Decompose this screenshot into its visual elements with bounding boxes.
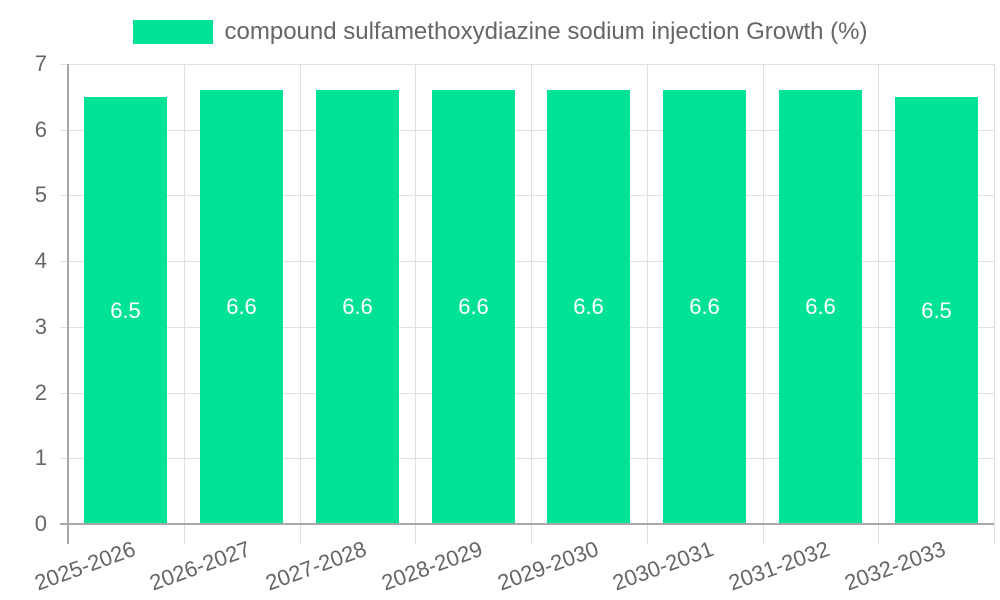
y-tick-label: 7 — [34, 51, 47, 76]
bar-data-label: 6.6 — [226, 294, 257, 319]
gridline-horizontal — [60, 393, 994, 394]
bar-data-label: 6.6 — [805, 294, 836, 319]
bar[interactable]: 6.6 — [663, 90, 746, 524]
x-tick-label: 2027-2028 — [262, 536, 370, 596]
gridline-vertical — [878, 64, 879, 544]
legend-swatch[interactable] — [132, 20, 213, 44]
x-tick-label: 2026-2027 — [146, 536, 255, 596]
gridline-vertical — [763, 64, 764, 544]
gridline-vertical — [415, 64, 416, 544]
y-tick-label: 5 — [34, 182, 47, 207]
bar[interactable]: 6.5 — [895, 97, 978, 524]
bar-data-label: 6.6 — [342, 294, 373, 319]
gridline-vertical — [647, 64, 648, 544]
bar[interactable]: 6.6 — [316, 90, 399, 524]
x-tick-label: 2029-2030 — [494, 536, 602, 596]
bar-data-label: 6.5 — [921, 297, 952, 323]
legend-label[interactable]: compound sulfamethoxydiazine sodium inje… — [224, 18, 868, 45]
bar[interactable]: 6.6 — [779, 90, 862, 524]
gridline-horizontal — [60, 130, 994, 131]
bar[interactable]: 6.5 — [84, 97, 167, 524]
y-axis-line — [67, 64, 69, 544]
gridline-horizontal — [60, 64, 994, 65]
gridline-horizontal — [60, 458, 994, 459]
x-tick-label: 2032-2033 — [841, 536, 949, 596]
chart-legend: compound sulfamethoxydiazine sodium inje… — [0, 18, 1000, 46]
x-tick-label: 2031-2032 — [725, 536, 833, 596]
y-tick-label: 0 — [34, 511, 47, 536]
bar-data-label: 6.6 — [458, 294, 489, 319]
gridline-horizontal — [60, 261, 994, 262]
y-tick-label: 2 — [34, 380, 47, 405]
y-tick-label: 4 — [34, 248, 47, 273]
x-tick-label: 2025-2026 — [31, 536, 139, 596]
gridline-horizontal — [60, 195, 994, 196]
gridline-vertical — [531, 64, 532, 544]
bar[interactable]: 6.6 — [432, 90, 515, 524]
y-tick-label: 3 — [34, 314, 47, 339]
gridline-vertical — [300, 64, 301, 544]
gridline-vertical — [994, 64, 995, 544]
x-tick-label: 2028-2029 — [378, 536, 486, 596]
gridline-vertical — [184, 64, 185, 544]
x-axis-line — [60, 523, 994, 525]
x-tick-label: 2030-2031 — [609, 536, 718, 596]
bar[interactable]: 6.6 — [200, 90, 283, 524]
bar[interactable]: 6.6 — [547, 90, 630, 524]
gridline-horizontal — [60, 327, 994, 328]
bar-data-label: 6.6 — [573, 294, 604, 319]
bar-data-label: 6.5 — [110, 297, 141, 323]
bar-data-label: 6.6 — [689, 294, 720, 319]
y-tick-label: 6 — [34, 117, 47, 142]
y-tick-label: 1 — [34, 445, 47, 470]
